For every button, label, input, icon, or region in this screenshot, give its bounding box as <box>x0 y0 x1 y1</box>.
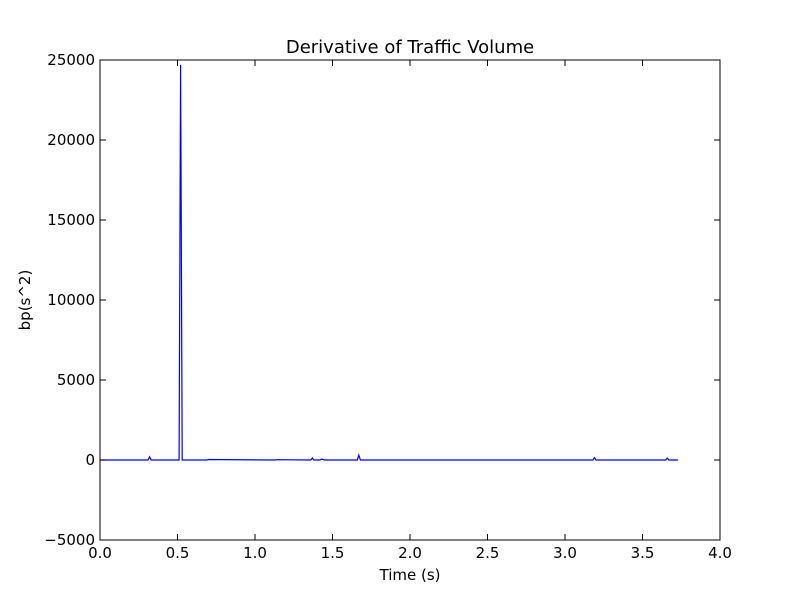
x-axis-label: Time (s) <box>379 566 441 584</box>
x-tick-label: 0.0 <box>88 544 112 562</box>
y-axis-label: bp(s^2) <box>16 270 34 331</box>
x-tick-label: 2.0 <box>398 544 422 562</box>
x-tick-label: 3.0 <box>553 544 577 562</box>
y-tick-label: 0 <box>85 451 95 469</box>
y-tick-label: 5000 <box>57 371 95 389</box>
x-tick-label: 1.5 <box>321 544 345 562</box>
x-tick-label: 3.5 <box>631 544 655 562</box>
chart-title: Derivative of Traffic Volume <box>286 37 534 58</box>
y-tick-label: 15000 <box>47 211 95 229</box>
x-tick-label: 1.0 <box>243 544 267 562</box>
y-tick-label: 10000 <box>47 291 95 309</box>
y-tick-label: 20000 <box>47 131 95 149</box>
series-line-0 <box>100 64 679 461</box>
x-tick-label: 4.0 <box>708 544 732 562</box>
y-tick-label: −5000 <box>44 531 95 549</box>
axis-ticks: 0.0 0.5 1.0 1.5 2.0 2.5 3.0 3.5 4.0 −5000 0 5000 100… <box>44 51 732 562</box>
plot-area <box>100 64 679 461</box>
x-tick-label: 2.5 <box>476 544 500 562</box>
x-tick-label: 0.5 <box>166 544 190 562</box>
y-tick-label: 25000 <box>47 51 95 69</box>
